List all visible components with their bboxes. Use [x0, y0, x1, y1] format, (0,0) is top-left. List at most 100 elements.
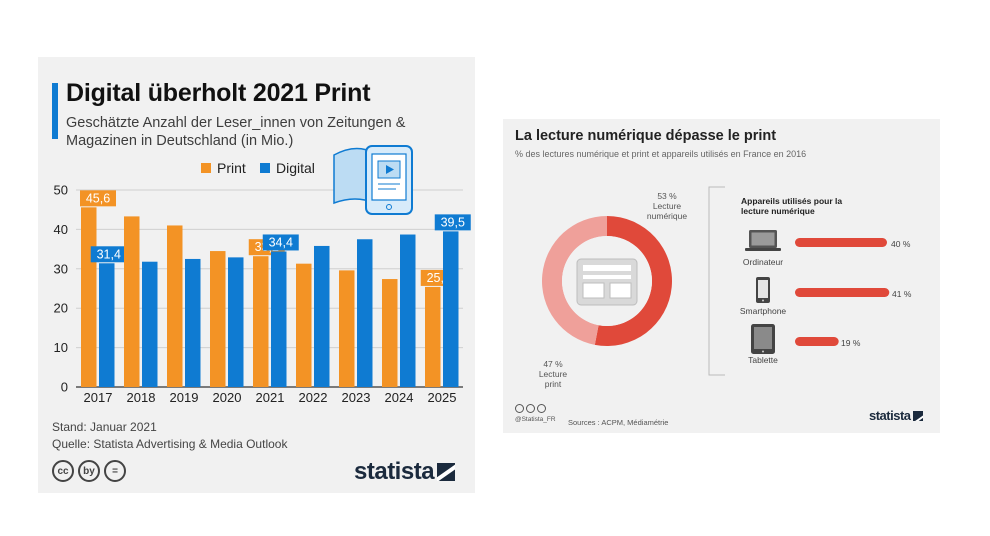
mini-cc-icons[interactable] — [515, 404, 546, 413]
device-bar-smartphone — [795, 288, 890, 297]
bar-print-2021 — [253, 256, 269, 387]
mini-by-icon — [526, 404, 535, 413]
bar-print-2022 — [296, 263, 312, 387]
legend-print-label: Print — [217, 160, 246, 176]
left-chart-title: Digital überholt 2021 Print — [66, 79, 371, 107]
license-icons: cc by = — [52, 460, 126, 482]
y-tick-label: 30 — [54, 261, 68, 276]
digital-share-text-2: numérique — [646, 211, 688, 221]
x-tick-label: 2020 — [213, 390, 242, 405]
digital-share-text-1: Lecture — [652, 201, 682, 211]
statista-fr-handle: @Statista_FR — [515, 416, 556, 423]
bar-digital-2020 — [228, 257, 244, 387]
cc-license-icon[interactable]: cc — [52, 460, 74, 482]
left-infographic: Digital überholt 2021 Print Geschätzte A… — [38, 57, 475, 493]
x-tick-label: 2023 — [342, 390, 371, 405]
right-donut-and-devices — [541, 186, 890, 376]
print-share-label: 47 % Lecture print — [523, 359, 583, 389]
smartphone-icon — [756, 277, 770, 303]
tablet-icon — [751, 324, 775, 354]
bar-digital-2023 — [357, 239, 373, 387]
right-infographic: La lecture numérique dépasse le print % … — [503, 119, 940, 433]
bar-digital-2019 — [185, 258, 201, 387]
devices-header-line-2: lecture numérique — [741, 206, 815, 216]
stand-text: Stand: Januar 2021 — [52, 420, 157, 434]
data-label-digital-2025: 39,5 — [434, 214, 471, 231]
digital-share-pct: 53 % — [657, 191, 677, 201]
legend-print: Print — [201, 160, 246, 176]
y-tick-label: 10 — [54, 340, 68, 355]
statista-logo-text: statista — [354, 458, 435, 485]
right-sources: Sources : ACPM, Médiamétrie — [568, 418, 669, 427]
x-tick-label: 2017 — [84, 390, 113, 405]
attribution-icon[interactable]: by — [78, 460, 100, 482]
x-tick-label: 2024 — [385, 390, 414, 405]
bar-digital-2017 — [99, 263, 115, 387]
right-license-icons: @Statista_FR — [515, 404, 556, 423]
x-tick-label: 2018 — [127, 390, 156, 405]
digital-share-label: 53 % Lecture numérique — [637, 191, 697, 221]
legend-digital-label: Digital — [276, 160, 315, 176]
left-source-block: Stand: Januar 2021 Quelle: Statista Adve… — [52, 419, 287, 452]
x-tick-label: 2022 — [299, 390, 328, 405]
device-value-smartphone: 41 % — [892, 289, 912, 299]
legend-digital-swatch — [260, 163, 270, 173]
data-label-print-2017: 45,6 — [80, 190, 116, 207]
device-bar-tablette — [795, 337, 839, 346]
print-share-pct: 47 % — [543, 359, 563, 369]
quelle-text: Quelle: Statista Advertising & Media Out… — [52, 436, 288, 451]
bar-digital-2021 — [271, 251, 287, 387]
statista-logo-right-text: statista — [869, 408, 911, 423]
bars: 45,631,433,234,425,439,5 — [80, 190, 471, 387]
y-tick-label: 50 — [54, 183, 68, 198]
left-bar-chart: 0102030405045,631,433,234,425,439,520172… — [54, 145, 471, 405]
devices-header: Appareils utilisés pour la lecture numér… — [741, 196, 842, 216]
y-tick-label: 20 — [54, 301, 68, 316]
bar-print-2023 — [339, 270, 355, 387]
statista-logo[interactable]: statista — [354, 458, 456, 486]
no-derivatives-icon[interactable]: = — [104, 460, 126, 482]
webpage-illustration — [576, 258, 638, 306]
bar-print-2017 — [81, 207, 97, 387]
x-tick-label: 2019 — [170, 390, 199, 405]
svg-text:45,6: 45,6 — [86, 191, 110, 205]
device-label-ordinateur: Ordinateur — [742, 257, 784, 267]
svg-text:31,4: 31,4 — [97, 247, 121, 261]
device-value-tablette: 19 % — [841, 338, 861, 348]
svg-text:34,4: 34,4 — [269, 235, 293, 249]
print-share-text-1: Lecture — [538, 369, 568, 379]
devices-bracket — [708, 186, 725, 376]
device-bar-ordinateur — [795, 238, 887, 247]
bar-print-2018 — [124, 216, 140, 387]
device-value-ordinateur: 40 % — [891, 239, 911, 249]
y-tick-label: 0 — [61, 380, 68, 395]
device-label-tablette: Tablette — [748, 355, 778, 365]
donut-slice-digital — [594, 216, 672, 346]
donut-slice-print — [541, 216, 607, 345]
device-label-smartphone: Smartphone — [739, 306, 787, 316]
data-label-digital-2017: 31,4 — [90, 246, 127, 263]
x-tick-label: 2021 — [256, 390, 285, 405]
print-share-text-2: print — [544, 379, 562, 389]
title-accent-bar — [52, 83, 58, 139]
bar-digital-2022 — [314, 245, 330, 387]
mini-nd-icon — [537, 404, 546, 413]
laptop-icon — [745, 230, 781, 251]
left-chart-subtitle: Geschätzte Anzahl der Leser_innen von Ze… — [66, 115, 406, 149]
svg-text:39,5: 39,5 — [441, 215, 465, 229]
right-chart-subtitle: % des lectures numérique et print et app… — [515, 149, 807, 159]
statista-logo-right[interactable]: statista — [869, 408, 923, 423]
tablet-reading-illustration — [333, 145, 413, 215]
legend-print-swatch — [201, 163, 211, 173]
bar-print-2024 — [382, 279, 398, 387]
devices-header-line-1: Appareils utilisés pour la — [741, 196, 843, 206]
statista-logo-right-mark — [912, 410, 923, 421]
bar-print-2025 — [425, 286, 441, 387]
bar-print-2020 — [210, 251, 226, 387]
y-tick-label: 40 — [54, 222, 68, 237]
bar-digital-2025 — [443, 231, 459, 387]
statista-logo-mark — [437, 463, 456, 481]
grid-lines: 0 10 20 30 40 50 — [54, 183, 463, 395]
bar-print-2019 — [167, 225, 183, 387]
right-chart-title: La lecture numérique dépasse le print — [515, 128, 777, 144]
